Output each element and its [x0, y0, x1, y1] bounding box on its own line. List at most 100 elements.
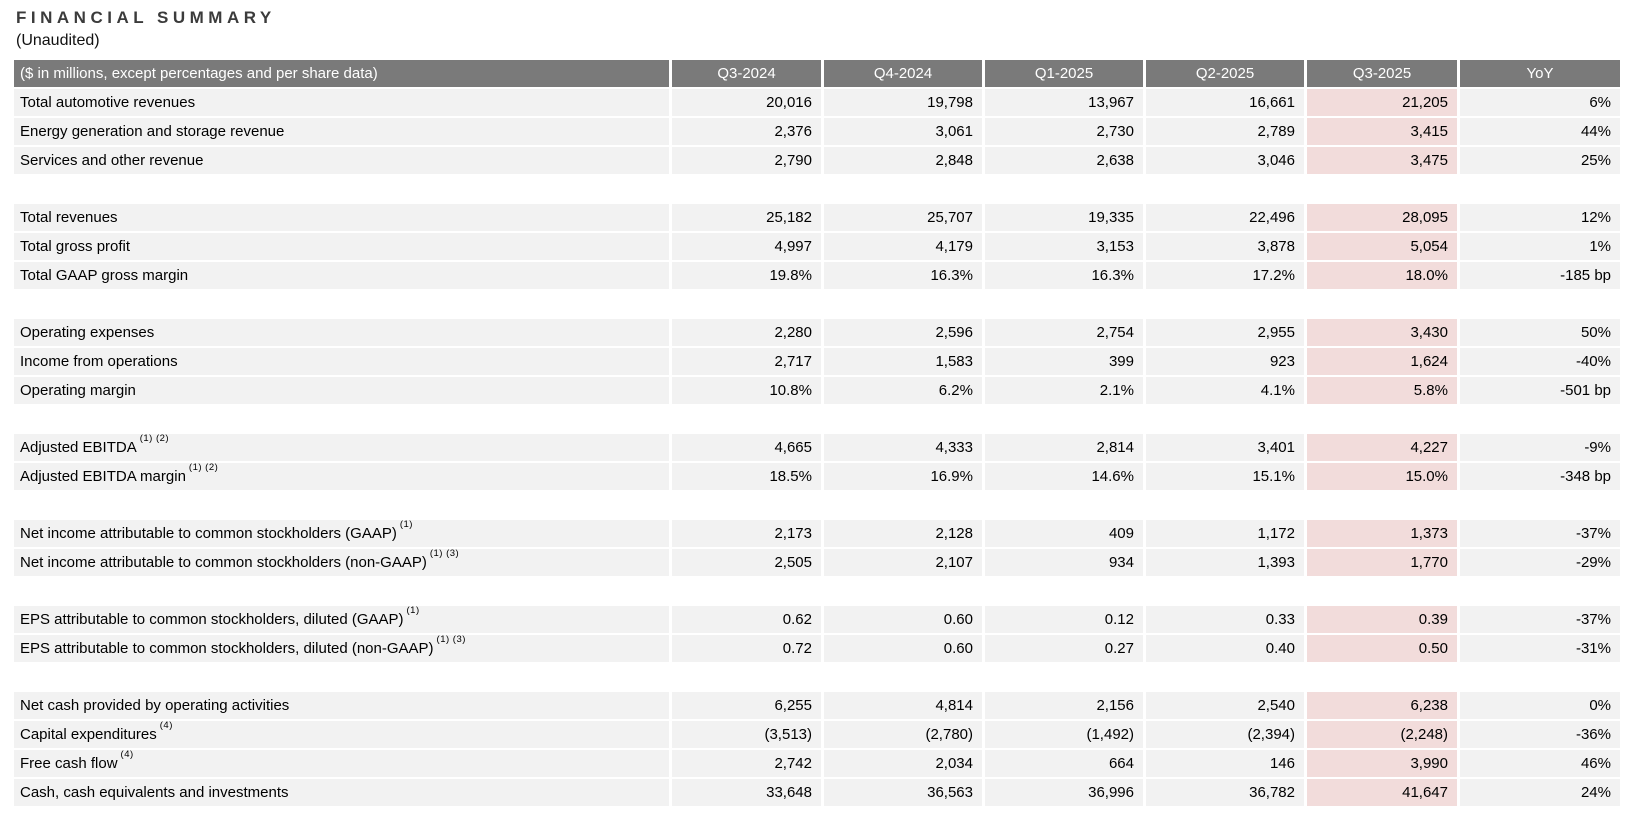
value-cell: 664 [985, 750, 1143, 778]
financial-summary-page: FINANCIAL SUMMARY (Unaudited) ($ in mill… [14, 8, 1620, 807]
row-label-cell: Net income attributable to common stockh… [14, 549, 669, 577]
row-label-cell: Net cash provided by operating activitie… [14, 692, 669, 720]
value-cell: 36,563 [824, 779, 982, 807]
row-label-cell: Adjusted EBITDA margin(1) (2) [14, 463, 669, 491]
value-cell: -9% [1460, 434, 1620, 462]
value-cell: -40% [1460, 348, 1620, 376]
value-cell: (2,394) [1146, 721, 1304, 749]
value-cell: 10.8% [672, 377, 821, 405]
table-row: Operating expenses 2,280 2,596 2,754 2,955 3,… [14, 319, 1620, 347]
value-cell: 923 [1146, 348, 1304, 376]
table-row: Services and other revenue 2,790 2,848 2,63… [14, 147, 1620, 175]
value-cell-highlighted: (2,248) [1307, 721, 1457, 749]
column-header-q4-2024: Q4-2024 [824, 60, 982, 88]
value-cell: 16.3% [824, 262, 982, 290]
value-cell: 2,638 [985, 147, 1143, 175]
value-cell: 3,153 [985, 233, 1143, 261]
footnote-reference: (4) [120, 750, 134, 761]
footnote-reference: (1) [399, 520, 413, 531]
table-row: Total gross profit 4,997 4,179 3,153 3,878 5,… [14, 233, 1620, 261]
value-cell: 4,179 [824, 233, 982, 261]
value-cell: (2,780) [824, 721, 982, 749]
table-row: Total automotive revenues 20,016 19,798 13,… [14, 89, 1620, 117]
value-cell: 14.6% [985, 463, 1143, 491]
value-cell: 2,173 [672, 520, 821, 548]
value-cell-highlighted: 1,373 [1307, 520, 1457, 548]
column-header-yoy: YoY [1460, 60, 1620, 88]
value-cell-highlighted: 6,238 [1307, 692, 1457, 720]
value-cell: 17.2% [1146, 262, 1304, 290]
footnote-reference: (1) (3) [436, 635, 466, 646]
section-spacer-cell [14, 291, 1620, 317]
section-spacer-cell [14, 578, 1620, 604]
value-cell: 6.2% [824, 377, 982, 405]
row-label-cell: Net income attributable to common stockh… [14, 520, 669, 548]
value-cell: 1,583 [824, 348, 982, 376]
value-cell: 2,848 [824, 147, 982, 175]
value-cell: 4,665 [672, 434, 821, 462]
value-cell: 3,046 [1146, 147, 1304, 175]
table-row: Total revenues 25,182 25,707 19,335 22,496 28… [14, 204, 1620, 232]
section-spacer-cell [14, 406, 1620, 432]
value-cell: 2,376 [672, 118, 821, 146]
section-spacer-row [14, 406, 1620, 432]
section-spacer-row [14, 492, 1620, 518]
value-cell: 46% [1460, 750, 1620, 778]
value-cell: 25,182 [672, 204, 821, 232]
value-cell: 4,814 [824, 692, 982, 720]
table-row: Adjusted EBITDA(1) (2) 4,665 4,333 2,814 3,4… [14, 434, 1620, 462]
table-row: Free cash flow(4) 2,742 2,034 664 146 3,990 46… [14, 750, 1620, 778]
value-cell: 2,717 [672, 348, 821, 376]
footnote-reference: (1) [406, 606, 420, 617]
section-spacer-cell [14, 664, 1620, 690]
table-row: EPS attributable to common stockholders,… [14, 635, 1620, 663]
value-cell: -348 bp [1460, 463, 1620, 491]
value-cell: 0% [1460, 692, 1620, 720]
table-row: Capital expenditures(4) (3,513) (2,780) (1,… [14, 721, 1620, 749]
value-cell: 19,798 [824, 89, 982, 117]
value-cell: 36,996 [985, 779, 1143, 807]
value-cell-highlighted: 0.39 [1307, 606, 1457, 634]
footnote-reference: (1) (2) [139, 434, 170, 445]
value-cell: 2,034 [824, 750, 982, 778]
table-row: Operating margin 10.8% 6.2% 2.1% 4.1% 5.8% -50… [14, 377, 1620, 405]
value-cell-highlighted: 28,095 [1307, 204, 1457, 232]
table-row: Net income attributable to common stockh… [14, 520, 1620, 548]
value-cell: 18.5% [672, 463, 821, 491]
row-label-cell: EPS attributable to common stockholders,… [14, 635, 669, 663]
value-cell: 16.9% [824, 463, 982, 491]
value-cell-highlighted: 5,054 [1307, 233, 1457, 261]
row-label-cell: Total gross profit [14, 233, 669, 261]
value-cell: 4,333 [824, 434, 982, 462]
section-spacer-cell [14, 492, 1620, 518]
value-cell: 2,742 [672, 750, 821, 778]
row-label-cell: Adjusted EBITDA(1) (2) [14, 434, 669, 462]
value-cell-highlighted: 15.0% [1307, 463, 1457, 491]
value-cell: 19,335 [985, 204, 1143, 232]
section-spacer-row [14, 578, 1620, 604]
row-label-cell: EPS attributable to common stockholders,… [14, 606, 669, 634]
value-cell: 36,782 [1146, 779, 1304, 807]
value-cell-highlighted: 21,205 [1307, 89, 1457, 117]
value-cell: 12% [1460, 204, 1620, 232]
value-cell: 2,955 [1146, 319, 1304, 347]
table-row: Cash, cash equivalents and investments 33… [14, 779, 1620, 807]
value-cell: -37% [1460, 520, 1620, 548]
value-cell-highlighted: 0.50 [1307, 635, 1457, 663]
value-cell: 2,790 [672, 147, 821, 175]
value-cell: 16.3% [985, 262, 1143, 290]
value-cell: (1,492) [985, 721, 1143, 749]
value-cell: 25% [1460, 147, 1620, 175]
row-label-cell: Operating expenses [14, 319, 669, 347]
footnote-reference: (1) (2) [188, 463, 219, 474]
value-cell-highlighted: 3,990 [1307, 750, 1457, 778]
value-cell: 2,814 [985, 434, 1143, 462]
value-cell: 3,061 [824, 118, 982, 146]
value-cell: 2,156 [985, 692, 1143, 720]
row-label-cell: Total GAAP gross margin [14, 262, 669, 290]
column-header-q1-2025: Q1-2025 [985, 60, 1143, 88]
value-cell: -501 bp [1460, 377, 1620, 405]
table-row: Energy generation and storage revenue 2,3… [14, 118, 1620, 146]
value-cell: 2.1% [985, 377, 1143, 405]
value-cell: 2,754 [985, 319, 1143, 347]
